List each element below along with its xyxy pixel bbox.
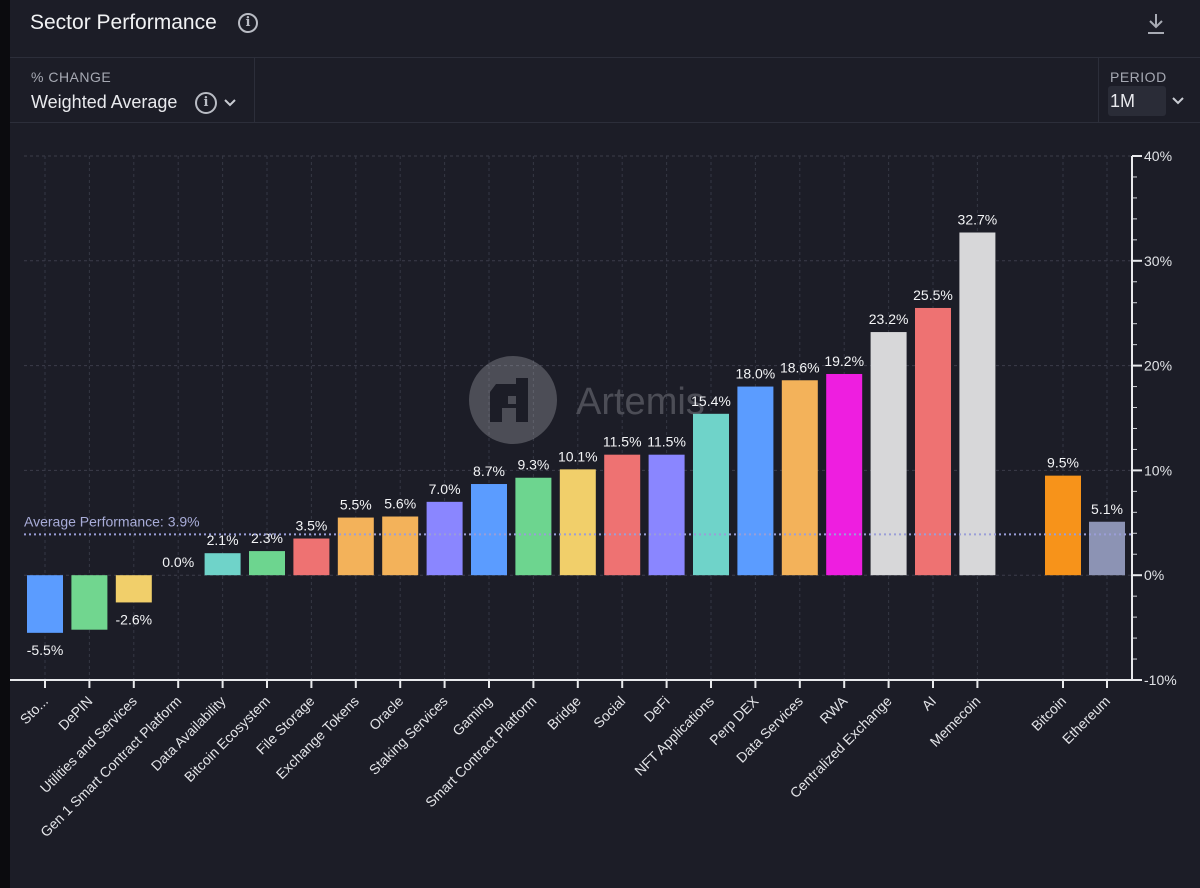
data-label: -2.6% [116,611,153,627]
y-tick-label: -10% [1144,672,1177,688]
metric-selector[interactable]: % CHANGE Weighted Average i [31,58,251,122]
data-label: 23.2% [869,311,909,327]
data-label: 25.5% [913,287,953,303]
chevron-down-icon[interactable] [1171,96,1185,106]
data-label: 3.5% [295,518,327,534]
metric-info-icon[interactable]: i [195,92,217,114]
x-tick-label: Staking Services [366,693,451,778]
data-label: 0.0% [162,554,194,570]
panel-title: Sector Performance [30,11,217,34]
bar-chart: Artemis -5.5% -2.6% 0.0% 2.1% 2.3% 3.5% 5.5% 5.… [10,148,1177,840]
controls-separator [1098,58,1099,122]
x-tick-label: RWA [816,692,850,726]
download-icon[interactable] [1146,12,1166,36]
x-tick-label: NFT Applications [631,693,717,779]
chevron-down-icon[interactable] [223,98,237,108]
data-label: -5.5% [27,642,64,658]
header-divider [10,57,1200,58]
bar[interactable] [471,484,507,576]
bar[interactable] [27,575,63,633]
bar[interactable] [781,380,818,576]
average-label: Average Performance: 3.9% [24,513,200,529]
sector-performance-panel: Sector Performance i % CHANGE Weighted A… [10,0,1200,888]
data-label: 9.5% [1047,455,1079,471]
data-label: 2.1% [207,532,239,548]
bar[interactable] [382,516,419,576]
data-label: 11.5% [603,434,642,450]
bar[interactable] [826,373,863,576]
data-label: 5.5% [340,497,372,513]
data-label: 7.0% [429,481,461,497]
x-tick-label: Sto... [17,693,51,727]
controls-divider [10,122,1200,123]
metric-value: Weighted Average [31,92,178,112]
bar[interactable] [870,332,907,576]
data-label: 9.3% [517,457,549,473]
bar[interactable] [249,551,285,576]
bar[interactable] [1045,475,1081,576]
bars: -5.5% -2.6% 0.0% 2.1% 2.3% 3.5% 5.5% 5.6% 7.0% 8.… [27,212,1125,658]
x-tick-label: Bridge [544,693,584,733]
watermark: Artemis [469,356,705,444]
x-tick-label: Exchange Tokens [273,693,362,782]
bar[interactable] [1089,521,1125,576]
data-label: 8.7% [473,463,505,479]
bar[interactable] [204,553,241,576]
data-label: 11.5% [647,434,686,450]
info-icon[interactable]: i [238,13,258,33]
bar[interactable] [426,501,463,576]
data-label: 19.2% [824,353,864,369]
x-tick-label: Ethereum [1059,693,1113,747]
x-tick-label: DeFi [641,693,673,725]
chart-controls: % CHANGE Weighted Average i PERIOD [10,58,1200,122]
bar[interactable] [293,538,330,576]
period-selector[interactable]: PERIOD [1110,58,1190,122]
period-select[interactable]: 1M [1108,86,1166,116]
y-tick-label: 20% [1144,358,1172,374]
y-tick-label: 40% [1144,148,1172,164]
data-label: 5.6% [384,496,416,512]
x-tick-label: Social [590,693,628,731]
metric-label: % CHANGE [31,69,112,85]
average-line-group: Average Performance: 3.9% [24,513,1132,536]
data-label: 15.4% [691,393,731,409]
bar[interactable] [559,469,596,576]
bar[interactable] [337,517,374,576]
bar[interactable] [737,386,774,576]
bar[interactable] [71,575,108,630]
data-label: 5.1% [1091,501,1123,517]
data-label: 32.7% [958,212,998,228]
y-tick-label: 0% [1144,567,1164,583]
y-tick-label: 10% [1144,462,1172,478]
watermark-text: Artemis [576,381,705,423]
data-label: 18.0% [736,366,776,382]
x-tick-label: Bitcoin [1028,693,1069,734]
x-tick-label: Oracle [366,693,407,734]
bar[interactable] [915,307,951,576]
bar[interactable] [515,477,552,576]
bar[interactable] [959,232,996,576]
bar[interactable] [604,454,641,576]
data-label: 10.1% [558,448,598,464]
bar[interactable] [648,454,685,576]
data-label: 18.6% [780,359,820,375]
period-label: PERIOD [1110,69,1167,85]
y-tick-label: 30% [1144,253,1172,269]
controls-separator [254,58,255,122]
x-tick-label: DePIN [55,693,95,733]
data-label: 2.3% [251,530,283,546]
bar[interactable] [693,413,729,576]
x-tick-label: AI [918,693,939,714]
panel-header: Sector Performance i [10,0,1200,50]
bar[interactable] [115,575,152,603]
